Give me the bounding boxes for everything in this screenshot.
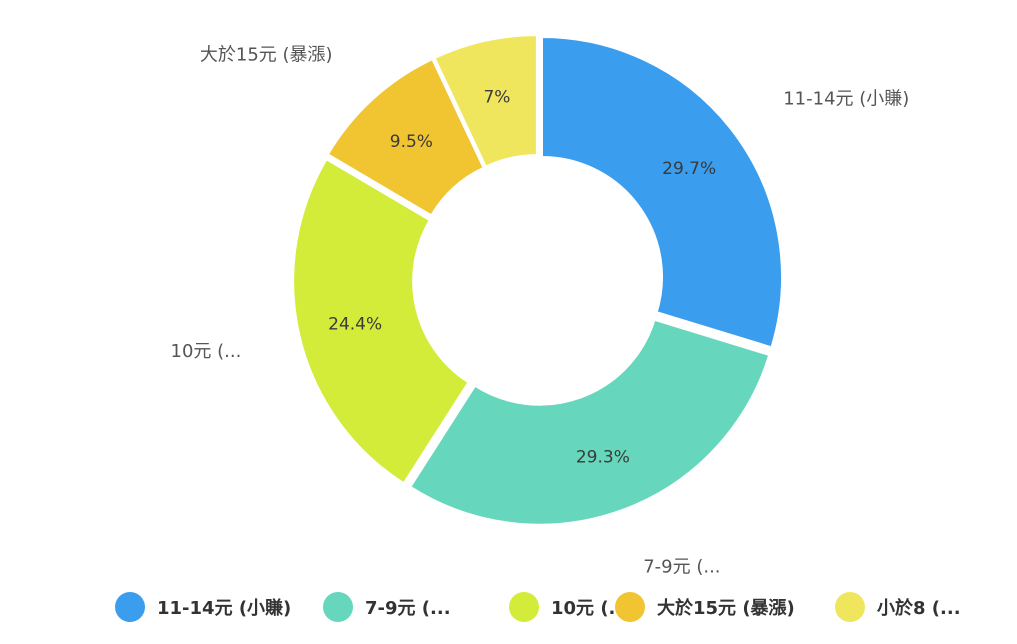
legend-swatch (323, 592, 353, 622)
slice-value-label: 9.5% (390, 132, 433, 152)
slice-category-label: 7-9元 (... (643, 556, 720, 577)
donut-slices (292, 34, 783, 526)
legend-label: 小於8 (... (877, 597, 961, 619)
slice-value-label: 29.3% (576, 447, 630, 467)
legend-swatch (615, 592, 645, 622)
donut-slice[interactable] (541, 36, 783, 349)
chart-legend: 11-14元 (小賺) 7-9元 (... 10元 (... 大於15元 (暴漲) 小於… (115, 592, 961, 622)
legend-label: 大於15元 (暴漲) (657, 597, 795, 619)
legend-item[interactable]: 11-14元 (小賺) (115, 592, 291, 622)
donut-slice[interactable] (409, 318, 771, 526)
legend-item[interactable]: 10元 (... (509, 592, 629, 622)
slice-category-label: 大於15元 (暴漲) (200, 45, 333, 66)
slice-category-label: 10元 (... (171, 341, 242, 362)
legend-item[interactable]: 小於8 (... (835, 592, 961, 622)
slice-category-labels: 11-14元 (小賺)7-9元 (...10元 (...大於15元 (暴漲)小於… (171, 45, 910, 578)
legend-swatch (115, 592, 145, 622)
legend-label: 10元 (... (551, 598, 629, 619)
legend-swatch (835, 592, 865, 622)
donut-slice[interactable] (292, 158, 470, 485)
legend-item[interactable]: 7-9元 (... (323, 592, 451, 622)
slice-value-labels: 29.7% 29.3% 24.4% 9.5% 7% (328, 88, 716, 468)
donut-slice[interactable] (433, 34, 538, 168)
legend-swatch (509, 592, 539, 622)
slice-value-label: 7% (483, 88, 510, 108)
slice-value-label: 29.7% (662, 159, 716, 179)
slice-value-label: 24.4% (328, 315, 382, 335)
legend-label: 11-14元 (小賺) (157, 597, 291, 619)
legend-label: 7-9元 (... (365, 598, 451, 619)
slice-category-label: 11-14元 (小賺) (783, 89, 909, 110)
donut-slice[interactable] (326, 58, 485, 217)
legend-item[interactable]: 大於15元 (暴漲) (615, 592, 795, 622)
